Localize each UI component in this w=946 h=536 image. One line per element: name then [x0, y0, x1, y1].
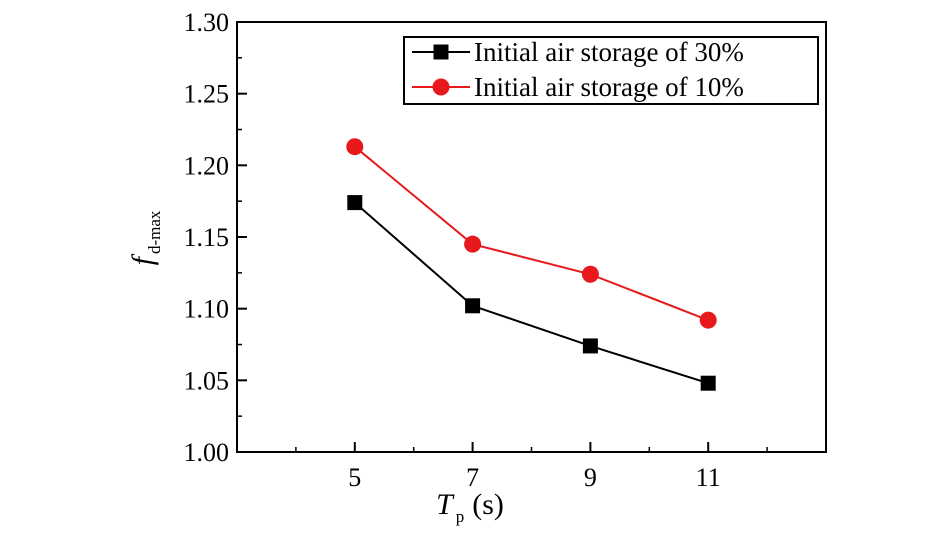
data-point — [581, 265, 599, 283]
y-tick-label: 1.15 — [184, 223, 230, 252]
data-point — [433, 44, 449, 60]
data-point — [699, 311, 717, 329]
x-axis: 5 7 9 11 — [295, 442, 768, 492]
data-point — [582, 338, 598, 354]
series-line — [354, 201, 709, 385]
y-tick-label: 1.05 — [184, 366, 230, 395]
series-2 — [346, 138, 717, 329]
data-point — [700, 375, 716, 391]
legend-label: Initial air storage of 30% — [474, 37, 744, 67]
x-tick-label: 7 — [466, 463, 479, 492]
series-line — [354, 145, 709, 322]
data-point — [464, 235, 482, 253]
y-axis: 1.00 1.05 1.10 1.15 1.20 1.25 1.30 — [184, 8, 247, 467]
x-tick-label: 5 — [348, 463, 361, 492]
x-tick-label: 11 — [696, 463, 721, 492]
y-tick-label: 1.10 — [184, 295, 230, 324]
y-tick-label: 1.30 — [184, 8, 230, 37]
series-1 — [347, 195, 716, 391]
x-tick-label: 9 — [584, 463, 597, 492]
data-point — [432, 78, 450, 96]
y-tick-label: 1.25 — [184, 80, 230, 109]
data-point — [346, 138, 364, 156]
y-axis-title: fd-max — [126, 210, 164, 265]
legend-label: Initial air storage of 10% — [474, 72, 744, 102]
y-tick-label: 1.00 — [184, 438, 230, 467]
y-tick-label: 1.20 — [184, 151, 230, 180]
legend-item: Initial air storage of 10% — [412, 72, 744, 102]
legend-box — [403, 36, 819, 105]
legend: Initial air storage of 30% Initial air st… — [403, 36, 819, 105]
data-point — [347, 195, 363, 211]
series-layer — [346, 138, 717, 391]
legend-item: Initial air storage of 30% — [412, 37, 744, 67]
data-point — [465, 298, 481, 314]
